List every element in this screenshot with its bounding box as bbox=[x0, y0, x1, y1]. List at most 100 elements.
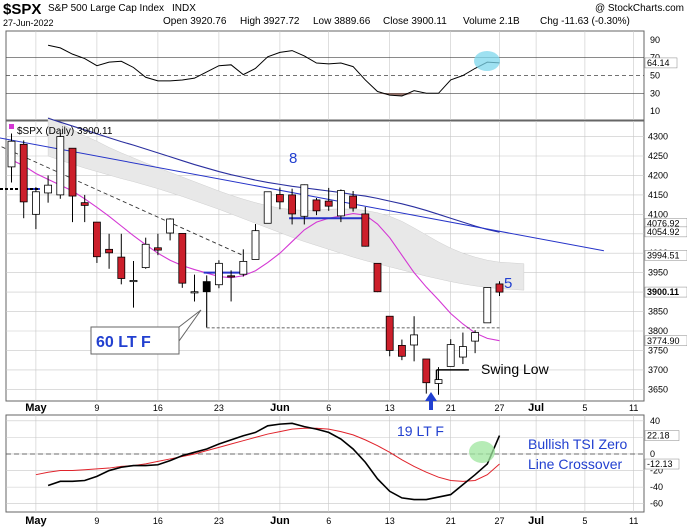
rsi-value-tag-text: 64.14 bbox=[647, 58, 670, 68]
tsi-y-tick: -60 bbox=[650, 499, 663, 509]
candle-body bbox=[32, 191, 40, 215]
price-legend: $SPX (Daily) 3900.11 bbox=[9, 124, 113, 137]
tsi-y-tick: 40 bbox=[650, 416, 660, 426]
candle-body bbox=[483, 287, 492, 324]
x-tick-label: 16 bbox=[153, 403, 163, 413]
envelope-band bbox=[47, 116, 525, 291]
x-tick-label: Jul bbox=[528, 402, 544, 414]
candle-body bbox=[263, 191, 272, 224]
price-lines bbox=[0, 117, 604, 382]
price-value-tag bbox=[644, 286, 687, 298]
legend-swatch-pink bbox=[9, 124, 14, 129]
tsi-value-tag bbox=[644, 430, 680, 441]
tsi-value-tag-text: 22.18 bbox=[647, 431, 670, 441]
tsi-note-line1: Bullish TSI Zero bbox=[528, 436, 628, 452]
candle-body bbox=[300, 184, 309, 217]
candle-body bbox=[373, 262, 382, 293]
candle-body bbox=[239, 260, 248, 275]
wave-5-label: 5 bbox=[504, 275, 512, 292]
candle-body bbox=[129, 280, 138, 283]
price-y-tick: 3800 bbox=[648, 326, 668, 336]
price-y-tick: 3650 bbox=[648, 384, 668, 394]
candle-body bbox=[275, 194, 284, 203]
rsi-y-tick: 90 bbox=[650, 35, 660, 45]
candle-body bbox=[68, 147, 77, 197]
candle-body bbox=[458, 346, 467, 358]
x-tick-label: 21 bbox=[446, 403, 456, 413]
date-label: 27-Jun-2022 bbox=[3, 18, 54, 28]
price-value-tag bbox=[644, 250, 687, 261]
price-y-tick: 4250 bbox=[648, 151, 668, 161]
x-tick-label-bottom: Jul bbox=[528, 515, 544, 527]
x-tick-label-bottom: 5 bbox=[582, 516, 587, 526]
tsi-highlight-circle bbox=[469, 441, 495, 463]
candle-body bbox=[141, 243, 150, 269]
candle-body bbox=[312, 199, 321, 212]
x-tick-label-bottom: Jun bbox=[270, 515, 290, 527]
price-y-tick: 4150 bbox=[648, 190, 668, 200]
tsi-y-tick: 0 bbox=[650, 449, 655, 459]
ma-pink-line bbox=[11, 159, 500, 342]
open-value: Open 3920.76 bbox=[163, 16, 227, 27]
callout-box bbox=[90, 326, 180, 355]
candle-body bbox=[288, 194, 297, 215]
tsi-value-tag bbox=[644, 458, 680, 470]
chart-header: $SPX S&P 500 Large Cap Index INDX 27-Jun… bbox=[3, 1, 684, 28]
candle-body bbox=[166, 218, 175, 234]
index-name: S&P 500 Large Cap Index bbox=[48, 3, 164, 14]
price-y-tick: 3750 bbox=[648, 345, 668, 355]
close-value: Close 3900.11 bbox=[383, 16, 447, 27]
candle-body bbox=[202, 281, 211, 293]
price-value-tag-text: 3774.90 bbox=[647, 336, 680, 346]
tsi-y-tick: -20 bbox=[650, 466, 663, 476]
price-y-tick: 3850 bbox=[648, 307, 668, 317]
exchange-label: INDX bbox=[172, 3, 196, 14]
candle-body bbox=[153, 247, 162, 251]
x-tick-label-bottom: 23 bbox=[214, 516, 224, 526]
x-tick-label-bottom: May bbox=[25, 515, 47, 527]
candle-body bbox=[214, 262, 223, 286]
candle-body bbox=[385, 315, 394, 351]
up-arrow-icon bbox=[425, 392, 437, 410]
candle-body bbox=[349, 195, 358, 209]
candle-body bbox=[7, 140, 16, 168]
x-tick-label: 9 bbox=[94, 403, 99, 413]
rsi-value-tag bbox=[644, 57, 678, 69]
copyright-label: @ StockCharts.com bbox=[595, 3, 684, 14]
low-value: Low 3889.66 bbox=[313, 16, 371, 27]
candle-body bbox=[19, 143, 28, 203]
x-tick-label: 27 bbox=[494, 403, 504, 413]
x-tick-label-bottom: 9 bbox=[94, 516, 99, 526]
price-y-tick: 4200 bbox=[648, 170, 668, 180]
callout-60-lt-f: 60 LT F bbox=[96, 334, 151, 351]
candle-body bbox=[397, 344, 406, 357]
tsi-y-tick: -40 bbox=[650, 482, 663, 492]
rsi-y-tick: 50 bbox=[650, 71, 660, 81]
price-value-tag-text: 3994.51 bbox=[647, 250, 680, 260]
x-tick-label-bottom: 6 bbox=[326, 516, 331, 526]
tsi-signal-line bbox=[35, 427, 500, 482]
tsi-value-tag-text: -12.13 bbox=[647, 459, 673, 469]
price-y-tick: 3700 bbox=[648, 365, 668, 375]
x-tick-label-bottom: 11 bbox=[629, 516, 638, 526]
candle-body bbox=[446, 344, 455, 367]
axis-labels: May May 9 9 16 16 23 23 Jun Jun 6 6 13 13 21 21 27 27 Jul J… bbox=[25, 35, 687, 527]
candle-body bbox=[227, 275, 236, 278]
candle-body bbox=[105, 248, 113, 254]
rsi-panel bbox=[47, 44, 500, 97]
candle-body bbox=[336, 190, 345, 217]
x-tick-label: 5 bbox=[582, 403, 587, 413]
candle-body bbox=[471, 332, 480, 342]
price-legend-text: $SPX (Daily) 3900.11 bbox=[17, 126, 113, 137]
rsi-line bbox=[47, 44, 500, 97]
candle-body bbox=[495, 283, 504, 293]
x-tick-label: May bbox=[25, 402, 47, 414]
x-tick-label: Jun bbox=[270, 402, 290, 414]
candle-body bbox=[422, 358, 431, 384]
candle-body bbox=[434, 379, 443, 384]
x-tick-label-bottom: 16 bbox=[153, 516, 163, 526]
change-value: Chg -11.63 (-0.30%) bbox=[540, 16, 630, 27]
candle-body bbox=[361, 213, 370, 247]
candle-body bbox=[80, 202, 89, 206]
candle-body bbox=[324, 200, 333, 207]
